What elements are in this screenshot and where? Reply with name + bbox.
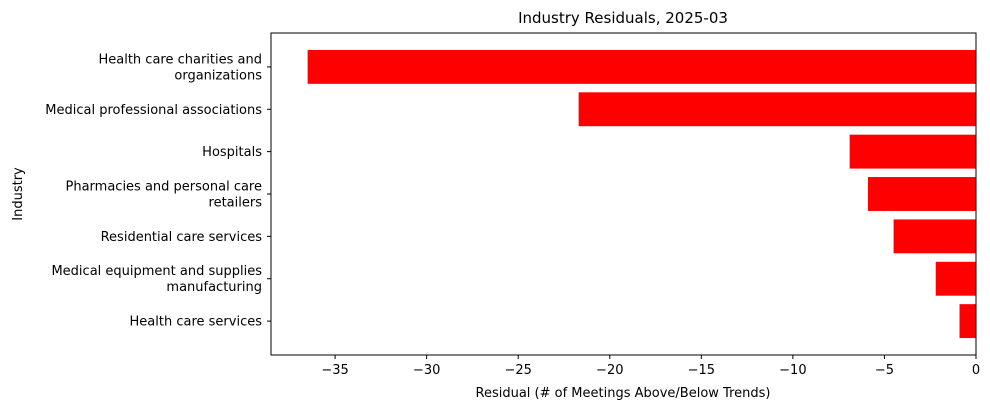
x-ticks-group: −35 −30 −25 −20 −15 −10 −5 0 — [321, 355, 980, 378]
bar — [959, 304, 976, 339]
y-tick-label: Residential care services — [101, 230, 263, 245]
y-tick-label: Pharmacies and personal care retailers — [66, 180, 263, 211]
bar — [935, 261, 976, 296]
x-tick-label: −35 — [321, 363, 348, 378]
bar — [307, 49, 976, 84]
y-axis-label: Industry — [11, 167, 26, 221]
y-ticks-group: Health care charities and organizations Me… — [45, 52, 271, 330]
y-tick-label: Health care charities and organizations — [98, 52, 262, 83]
x-tick-label: −5 — [875, 363, 894, 378]
x-tick-label: −10 — [779, 363, 806, 378]
bar — [849, 134, 976, 169]
chart-title: Industry Residuals, 2025-03 — [518, 9, 728, 27]
bars-group — [307, 49, 976, 339]
plot-frame — [270, 32, 977, 356]
x-tick-label: −25 — [504, 363, 531, 378]
y-tick-label: Health care services — [130, 315, 263, 330]
bar — [578, 92, 976, 127]
bar — [867, 177, 976, 211]
y-tick-label: Medical equipment and supplies manufactur… — [51, 264, 262, 295]
x-tick-label: 0 — [972, 363, 980, 378]
y-tick-label: Medical professional associations — [45, 103, 262, 118]
x-tick-label: −15 — [688, 363, 715, 378]
y-tick-label: Hospitals — [202, 145, 262, 160]
bar — [893, 219, 976, 254]
x-tick-label: −30 — [413, 363, 440, 378]
x-axis-label: Residual (# of Meetings Above/Below Tren… — [476, 386, 771, 401]
x-tick-label: −20 — [596, 363, 623, 378]
